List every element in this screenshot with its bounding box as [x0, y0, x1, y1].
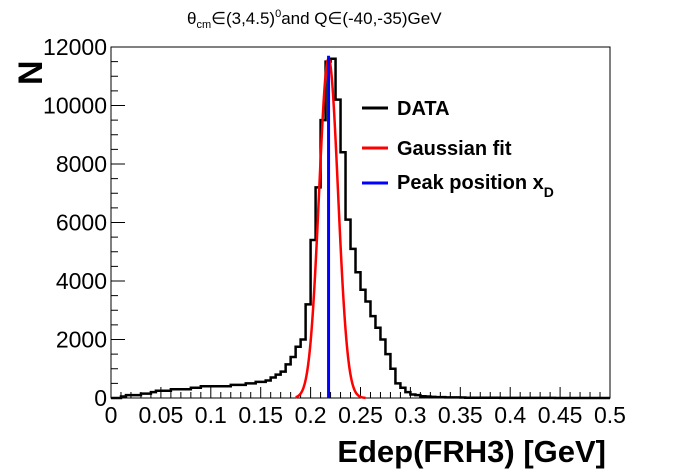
x-tick-label: 0	[105, 402, 118, 428]
axis-ticks	[110, 46, 611, 399]
y-axis-label: N	[12, 60, 50, 85]
x-tick-label: 0.15	[238, 402, 283, 428]
x-tick-label: 0.1	[195, 402, 227, 428]
legend-label-peak-main: Peak position x	[397, 172, 544, 194]
x-tick-label: 0.05	[139, 402, 184, 428]
series-data-histogram	[111, 57, 610, 400]
title-theta: θ	[187, 9, 196, 28]
legend-label-data: DATA	[397, 98, 450, 120]
x-tick-label: 0.5	[594, 402, 626, 428]
title-degree: 0	[275, 8, 281, 20]
x-tick-label: 0.3	[394, 402, 426, 428]
y-tick-label: 10000	[43, 93, 107, 119]
legend-label-gaussian: Gaussian fit	[397, 138, 512, 160]
y-tick-label: 12000	[43, 34, 107, 60]
title-theta-sub: cm	[196, 19, 211, 31]
y-tick-label: 8000	[56, 151, 107, 177]
y-tick-label: 6000	[56, 210, 107, 236]
plot-frame	[110, 46, 611, 399]
title-charge: and Q∈(-40,-35)GeV	[281, 9, 442, 28]
y-tick-label: 4000	[56, 268, 107, 294]
tick-labels: 0 0.05 0.1 0.15 0.2 0.25 0.3 0.35 0.4 0.45 0.5 0 200…	[43, 34, 626, 428]
series-gaussian-fit	[295, 56, 366, 400]
x-tick-label: 0.25	[338, 402, 383, 428]
chart-title: θcm∈(3,4.5)0and Q∈(-40,-35)GeV	[187, 8, 442, 31]
y-tick-label: 2000	[56, 327, 107, 353]
x-tick-label: 0.4	[494, 402, 526, 428]
x-axis-label: Edep(FRH3) [GeV]	[337, 434, 606, 469]
legend-label-peak-sub: D	[544, 184, 554, 200]
legend: DATA Gaussian fit Peak position xD	[362, 98, 554, 200]
x-tick-label: 0.35	[438, 402, 483, 428]
title-range: ∈(3,4.5)	[211, 9, 275, 28]
series-layer	[111, 55, 610, 400]
legend-label-peak: Peak position xD	[397, 172, 554, 200]
x-tick-label: 0.45	[538, 402, 583, 428]
x-tick-label: 0.2	[295, 402, 327, 428]
y-tick-label: 0	[94, 385, 107, 411]
